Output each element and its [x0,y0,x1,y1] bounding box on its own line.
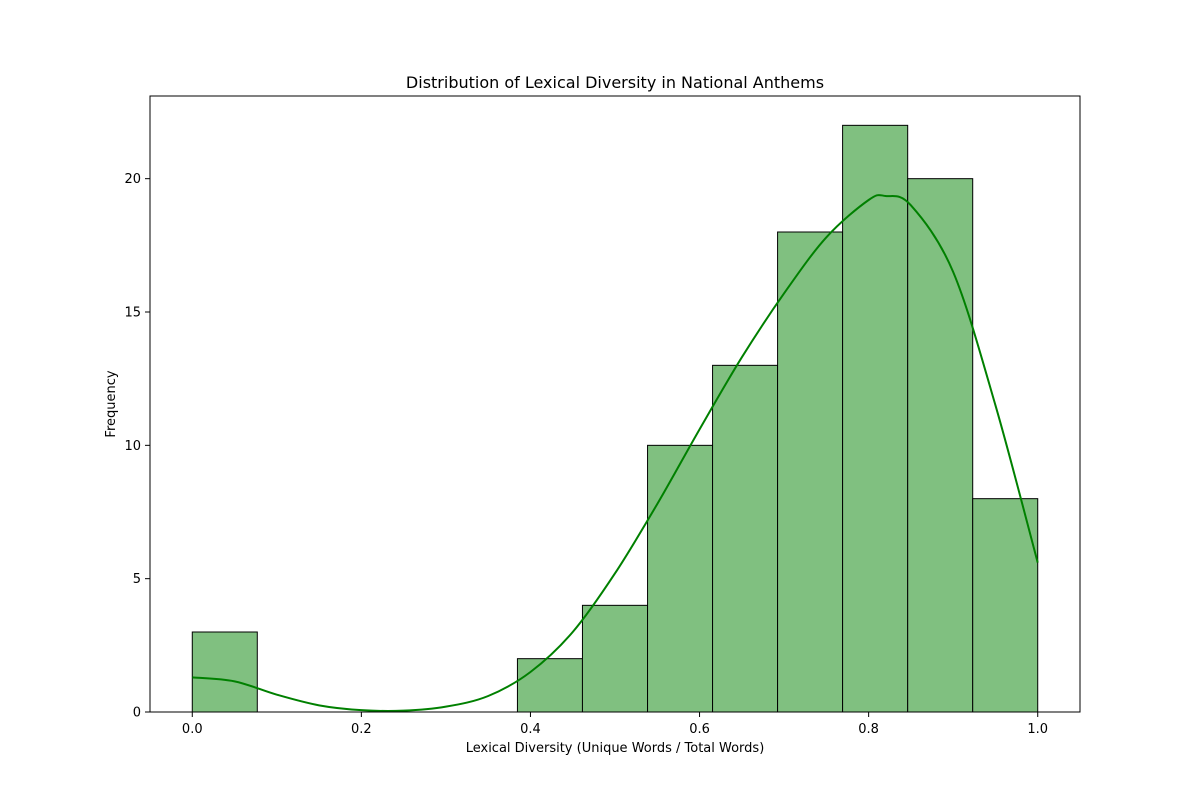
x-tick-label: 0.4 [520,722,541,737]
y-tick-label: 10 [124,439,141,454]
histogram-bar [647,444,714,713]
y-tick-label: 20 [124,172,141,187]
chart-title: Distribution of Lexical Diversity in Nat… [406,73,824,92]
kde-group [192,194,1039,712]
x-axis: 0.0 0.2 0.4 0.6 0.8 1.0 [182,712,1048,737]
y-axis-title: Frequency [104,370,119,437]
x-axis-title: Lexical Diversity (Unique Words / Total … [466,741,765,756]
histogram-bar [712,364,779,713]
histogram-bar [907,178,974,713]
x-tick-label: 0.0 [182,722,203,737]
y-axis: 0 5 10 15 20 [124,172,150,721]
y-tick-label: 15 [124,306,141,321]
y-tick-label: 5 [133,572,141,587]
x-tick-label: 1.0 [1027,722,1048,737]
y-tick-label: 0 [133,706,141,721]
histogram-bar [777,231,844,713]
histogram-bar [842,124,909,713]
kde-line [192,194,1039,712]
histogram-bar [972,498,1039,713]
x-tick-label: 0.8 [858,722,879,737]
histogram-bar [191,631,258,713]
plot-frame [149,95,1081,713]
bars-group [191,124,1039,713]
x-tick-label: 0.2 [351,722,372,737]
histogram-bar [581,604,649,713]
histogram-bar [516,658,583,713]
x-tick-label: 0.6 [689,722,710,737]
